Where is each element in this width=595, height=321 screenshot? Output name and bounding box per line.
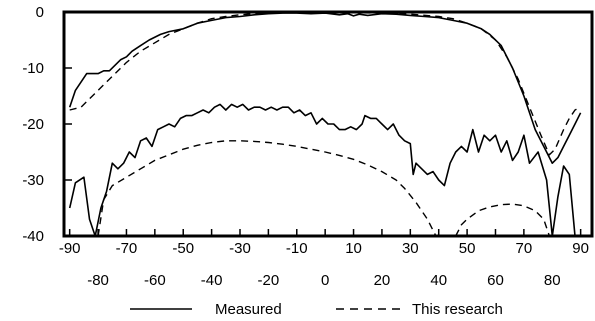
x-tick-label: -70: [116, 240, 138, 257]
legend-label-this-research: This research: [412, 301, 503, 318]
series-line-measured-0: [68, 12, 582, 164]
x-axis-ticks: -90 -80 -70 -60 -50 -40 -30 -20 -10 0 10 20 30 40 50 60…: [59, 229, 589, 289]
x-tick-label: 50: [459, 240, 476, 257]
x-tick-label: 60: [487, 272, 504, 289]
x-tick-label: -90: [59, 240, 81, 257]
series-line-this-research-1: [69, 12, 581, 156]
x-tick-label: -10: [286, 240, 308, 257]
x-tick-label: 40: [430, 272, 447, 289]
x-tick-label: -40: [201, 272, 223, 289]
y-tick-label: 0: [36, 4, 44, 21]
legend: Measured This research: [130, 301, 503, 318]
series-line-this-research-4: [455, 203, 551, 236]
plot-frame: [62, 10, 594, 238]
y-tick-label: -40: [22, 228, 44, 245]
x-tick-label: 30: [402, 240, 419, 257]
series-line-measured-2: [68, 103, 576, 236]
y-tick-label: -30: [22, 172, 44, 189]
legend-label-measured: Measured: [215, 301, 282, 318]
y-axis-ticks: 0 -10 -20 -30 -40: [22, 4, 72, 245]
x-tick-label: -30: [229, 240, 251, 257]
x-tick-label: 0: [321, 272, 329, 289]
x-tick-label: 70: [516, 240, 533, 257]
x-tick-label: -20: [258, 272, 280, 289]
series-layer: [68, 12, 582, 236]
y-tick-label: -10: [22, 60, 44, 77]
x-tick-label: -50: [172, 240, 194, 257]
x-tick-label: 90: [572, 240, 589, 257]
x-tick-label: 20: [374, 272, 391, 289]
x-tick-label: 80: [544, 272, 561, 289]
x-tick-label: 10: [345, 240, 362, 257]
x-tick-label: -80: [87, 272, 109, 289]
y-tick-label: -20: [22, 116, 44, 133]
series-line-this-research-3: [97, 140, 437, 236]
x-tick-label: -60: [144, 272, 166, 289]
